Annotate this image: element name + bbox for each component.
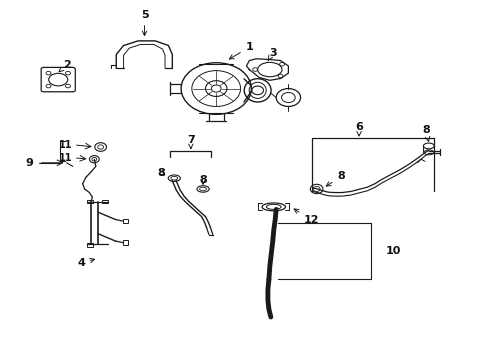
Text: 8: 8 [199,175,206,185]
Text: 7: 7 [186,135,194,148]
Text: 12: 12 [293,209,319,225]
Text: 8: 8 [158,168,165,178]
Bar [122,240,128,244]
Text: 10: 10 [385,246,401,256]
Text: 11: 11 [59,140,73,150]
Text: 11: 11 [59,153,73,163]
Text: 6: 6 [354,122,362,136]
Bar [87,243,93,247]
Bar [102,200,108,203]
Text: 2: 2 [59,60,70,72]
Bar [122,219,128,223]
Text: 4: 4 [77,258,94,268]
Text: 8: 8 [325,171,344,186]
Bar [87,200,93,203]
Text: 9: 9 [25,158,33,168]
Text: 5: 5 [141,10,148,36]
Text: 8: 8 [421,125,429,141]
Text: 3: 3 [267,48,276,60]
Text: 1: 1 [229,42,253,59]
